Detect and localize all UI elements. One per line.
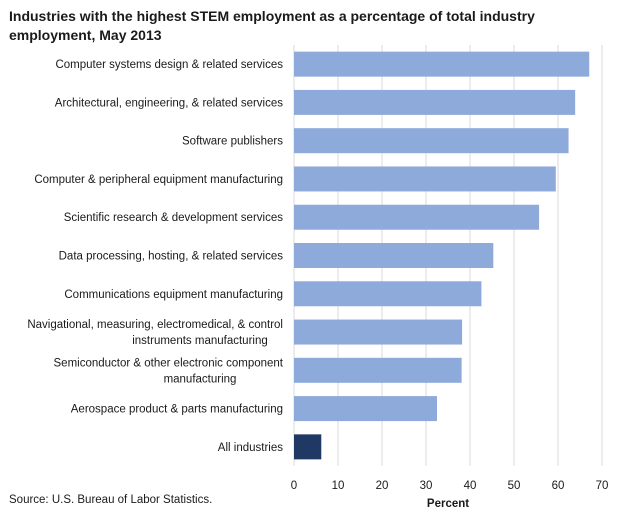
bar [294,396,437,422]
gridlines [293,45,603,466]
x-tick-label: 20 [376,480,389,492]
bar [294,319,463,345]
category-label: Aerospace product & parts manufacturing [71,404,283,416]
category-label: Data processing, hosting, & related serv… [59,251,284,263]
bar [294,89,576,115]
bar [294,51,590,77]
category-label: Computer systems design & related servic… [55,59,283,71]
chart-title: Industries with the highest STEM employm… [9,8,535,43]
category-label: Communications equipment manufacturing [64,289,283,301]
category-label: Computer & peripheral equipment manufact… [34,174,283,186]
source-note: Source: U.S. Bureau of Labor Statistics. [9,494,213,506]
bar [294,357,462,383]
category-labels: Computer systems design & related servic… [27,59,283,454]
category-label: Semiconductor & other electronic compone… [54,357,284,385]
bar [294,434,322,460]
category-label: Navigational, measuring, electromedical,… [27,319,283,347]
category-label: Architectural, engineering, & related se… [55,97,283,109]
bar [294,243,494,268]
x-tick-label: 10 [332,480,345,492]
bars [294,51,590,460]
bar [294,128,569,154]
bar [294,281,482,307]
category-label: Scientific research & development servic… [64,212,283,224]
x-tick-labels: 0 10 20 30 40 50 60 70 [291,480,609,492]
bar [294,166,556,192]
x-tick-label: 30 [420,480,433,492]
x-axis-title: Percent [427,498,469,510]
bar [294,204,540,230]
x-tick-label: 60 [552,480,565,492]
x-tick-label: 40 [464,480,477,492]
category-label: All industries [218,442,283,454]
x-tick-label: 70 [596,480,609,492]
x-tick-label: 50 [508,480,521,492]
x-tick-label: 0 [291,480,297,492]
category-label: Software publishers [182,136,283,148]
